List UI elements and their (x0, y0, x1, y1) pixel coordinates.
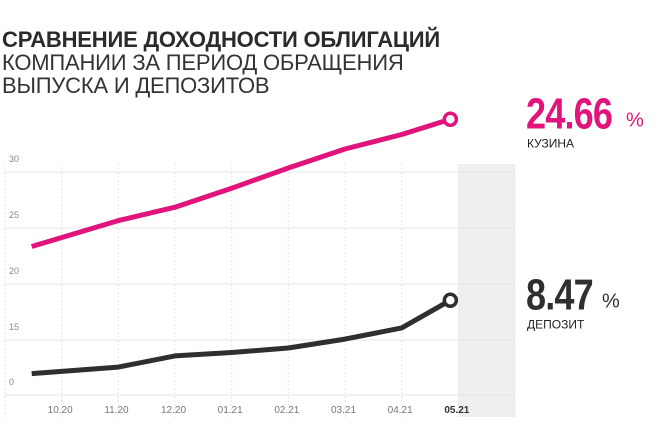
series-lines (30, 111, 459, 377)
end-unit-label: % (602, 290, 620, 312)
highlight-column (458, 164, 515, 417)
series-name-label: КУЗИНА (527, 136, 574, 150)
y-axis-ticks: 30 25 20 15 0 (9, 154, 19, 387)
grid (4, 164, 516, 417)
series-line-kuzina (30, 116, 452, 249)
end-unit-label: % (626, 109, 644, 131)
title-line-3: ВЫПУСКА И ДЕПОЗИТОВ (2, 73, 270, 98)
series-line-deposit (31, 298, 452, 377)
x-tick-label: 01.21 (218, 405, 243, 416)
y-tick-label: 30 (9, 154, 19, 164)
y-tick-label: 15 (9, 322, 19, 332)
series-name-label: ДЕПОЗИТ (527, 317, 585, 331)
x-axis-ticks: 10.20 11.20 12.20 01.21 02.21 03.21 04.21 05.21 (48, 405, 470, 416)
x-tick-label: 11.20 (104, 405, 129, 416)
y-tick-label: 20 (9, 266, 19, 276)
end-point-marker (442, 111, 459, 128)
y-tick-label: 0 (9, 377, 14, 387)
end-labels: 24.66 % КУЗИНА 8.47 % ДЕПОЗИТ (526, 89, 644, 331)
x-tick-label: 12.20 (161, 405, 186, 416)
x-tick-label: 03.21 (331, 405, 356, 416)
end-point-marker (442, 292, 459, 309)
x-tick-label: 10.20 (48, 405, 73, 416)
x-tick-label: 04.21 (388, 405, 413, 416)
x-tick-label: 02.21 (274, 405, 299, 416)
y-tick-label: 25 (9, 210, 19, 220)
title-line-2: КОМПАНИИ ЗА ПЕРИОД ОБРАЩЕНИЯ (2, 50, 404, 75)
chart-title: СРАВНЕНИЕ ДОХОДНОСТИ ОБЛИГАЦИЙ КОМПАНИИ … (2, 28, 642, 97)
title-line-1: СРАВНЕНИЕ ДОХОДНОСТИ ОБЛИГАЦИЙ (2, 27, 440, 52)
x-tick-label: 05.21 (444, 405, 469, 416)
end-value-label: 8.47 (526, 270, 593, 319)
end-value-label: 24.66 (526, 89, 612, 138)
